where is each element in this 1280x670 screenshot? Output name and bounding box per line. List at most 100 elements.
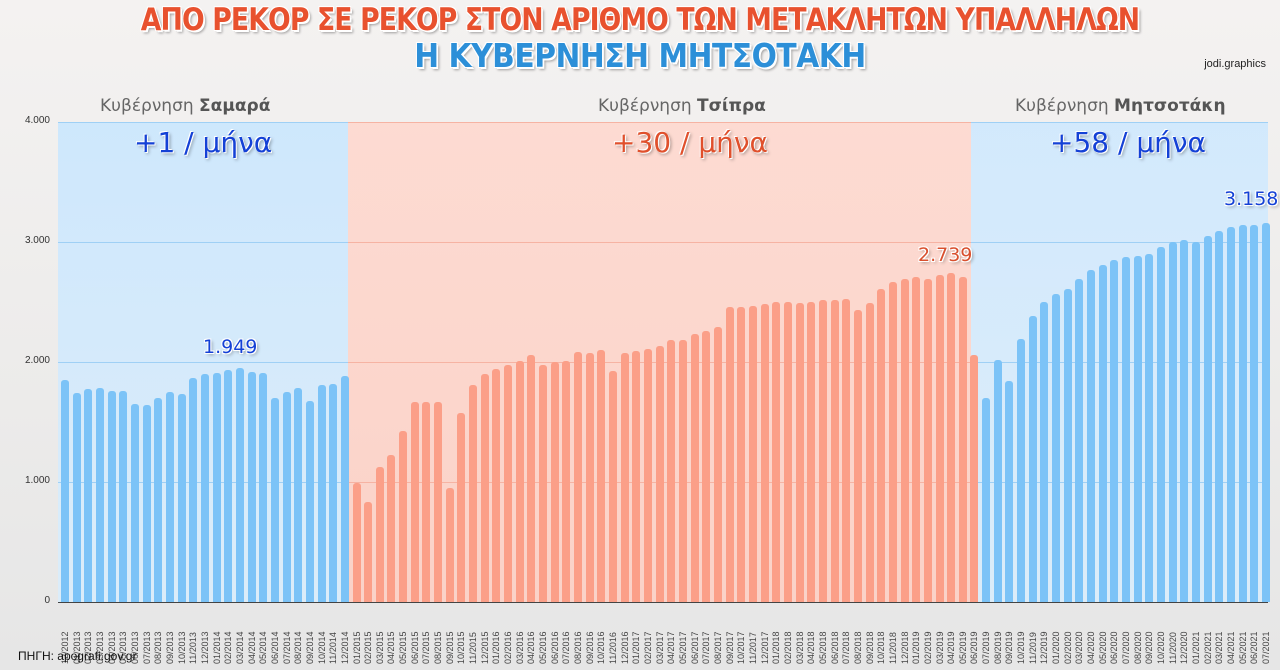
bar (399, 431, 408, 602)
x-tick-label: 02/2014 (223, 631, 234, 664)
government-prefix: Κυβέρνηση (598, 96, 698, 116)
bar (772, 302, 781, 602)
x-tick-label: 04/2019 (946, 631, 957, 664)
bar (457, 413, 466, 602)
x-tick-label: 10/2013 (176, 631, 187, 664)
bar (609, 371, 618, 602)
bar (1192, 242, 1201, 602)
x-tick-label: 07/2017 (701, 631, 712, 664)
bar (947, 273, 956, 602)
rate-samaras: +1 / μήνα (134, 126, 273, 159)
x-tick-label: 11/2020 (1167, 632, 1178, 664)
x-tick-label: 11/2019 (1027, 632, 1038, 664)
bar (1040, 302, 1049, 602)
peak-label-mitsotakis: 3.158 (1224, 188, 1279, 210)
x-tick-label: 02/2018 (782, 631, 793, 664)
bar (737, 307, 746, 602)
bar (795, 302, 804, 602)
government-title-samaras: Κυβέρνηση Σαμαρά (100, 96, 270, 116)
x-tick-label: 05/2021 (1237, 631, 1248, 664)
bar (923, 278, 932, 602)
bar (830, 299, 839, 602)
bar (247, 371, 256, 602)
x-tick-label: 07/2021 (1260, 631, 1271, 664)
bar (504, 365, 513, 602)
x-tick-label: 08/2015 (433, 631, 444, 664)
x-tick-label: 03/2020 (1074, 631, 1085, 664)
bar (305, 401, 314, 602)
government-name: Τσίπρα (697, 96, 766, 116)
peak-label-tsipras: 2.739 (918, 244, 973, 266)
x-tick-label: 07/2016 (561, 631, 572, 664)
x-tick-label: 04/2014 (246, 631, 257, 664)
x-tick-label: 06/2016 (549, 631, 560, 664)
bar (620, 353, 629, 602)
bar (725, 307, 734, 602)
x-tick-label: 03/2018 (794, 631, 805, 664)
x-tick-label: 10/2019 (1016, 631, 1027, 664)
bar (235, 368, 244, 602)
source-label: ΠΗΓΗ: apografi.gov.gr (18, 649, 137, 663)
bar (177, 394, 186, 602)
bar (1180, 239, 1189, 602)
bar (469, 385, 478, 602)
bar (667, 340, 676, 602)
bar (702, 331, 711, 602)
x-tick-label: 06/2018 (829, 631, 840, 664)
bar (445, 488, 454, 602)
x-tick-label: 07/2015 (421, 631, 432, 664)
bar (142, 404, 151, 602)
bar (818, 299, 827, 602)
bar (644, 349, 652, 602)
x-tick-label: 02/2019 (922, 631, 933, 664)
gridline-3000 (58, 242, 1268, 243)
bar (853, 310, 862, 602)
x-tick-label: 08/2018 (852, 631, 863, 664)
x-tick-label: 04/2015 (386, 631, 397, 664)
x-tick-label: 08/2016 (573, 631, 584, 664)
bar (294, 388, 303, 602)
bar (364, 502, 373, 602)
bar (527, 355, 536, 602)
x-tick-label: 01/2020 (1051, 631, 1062, 664)
chart-title: ΑΠΟ ΡΕΚΟΡ ΣΕ ΡΕΚΟΡ ΣΤΟΝ ΑΡΙΘΜΟ ΤΩΝ ΜΕΤΑΚ… (140, 2, 1140, 38)
x-tick-label: 12/2017 (759, 631, 770, 664)
x-tick-label: 10/2016 (596, 631, 607, 664)
x-tick-label: 01/2016 (491, 631, 502, 664)
bar (597, 350, 606, 602)
x-tick-label: 11/2016 (608, 632, 619, 664)
x-tick-label: 10/2014 (316, 631, 327, 664)
x-tick-label: 06/2014 (269, 631, 280, 664)
x-tick-label: 03/2017 (654, 631, 665, 664)
x-tick-label: 05/2015 (398, 631, 409, 664)
x-tick-label: 09/2016 (584, 631, 595, 664)
x-tick-label: 05/2020 (1097, 631, 1108, 664)
y-tick-3000: 3.000 (24, 235, 50, 246)
bar (387, 455, 396, 602)
x-tick-label: 06/2019 (969, 631, 980, 664)
x-tick-label: 10/2018 (876, 631, 887, 664)
government-name: Σαμαρά (199, 96, 271, 116)
x-tick-label: 10/2017 (736, 631, 747, 664)
bar (224, 370, 233, 602)
bar (95, 388, 104, 602)
bar (200, 374, 209, 602)
x-tick-label: 06/2020 (1109, 631, 1120, 664)
bar (282, 392, 291, 602)
x-tick-label: 03/2016 (514, 631, 525, 664)
x-tick-label: 03/2019 (934, 631, 945, 664)
gridline-4000 (58, 122, 1268, 123)
bar (865, 302, 874, 602)
bar (678, 340, 687, 602)
x-tick-label: 03/2021 (1214, 631, 1225, 664)
bar (329, 383, 338, 602)
x-tick-label: 02/2015 (363, 631, 374, 664)
x-tick-label: 05/2017 (677, 631, 688, 664)
x-tick-label: 09/2018 (864, 631, 875, 664)
x-tick-label: 12/2019 (1039, 631, 1050, 664)
bar (690, 334, 699, 602)
bar (1122, 257, 1131, 602)
bar (1157, 247, 1166, 602)
bar (165, 392, 174, 602)
x-tick-label: 04/2016 (526, 631, 537, 664)
